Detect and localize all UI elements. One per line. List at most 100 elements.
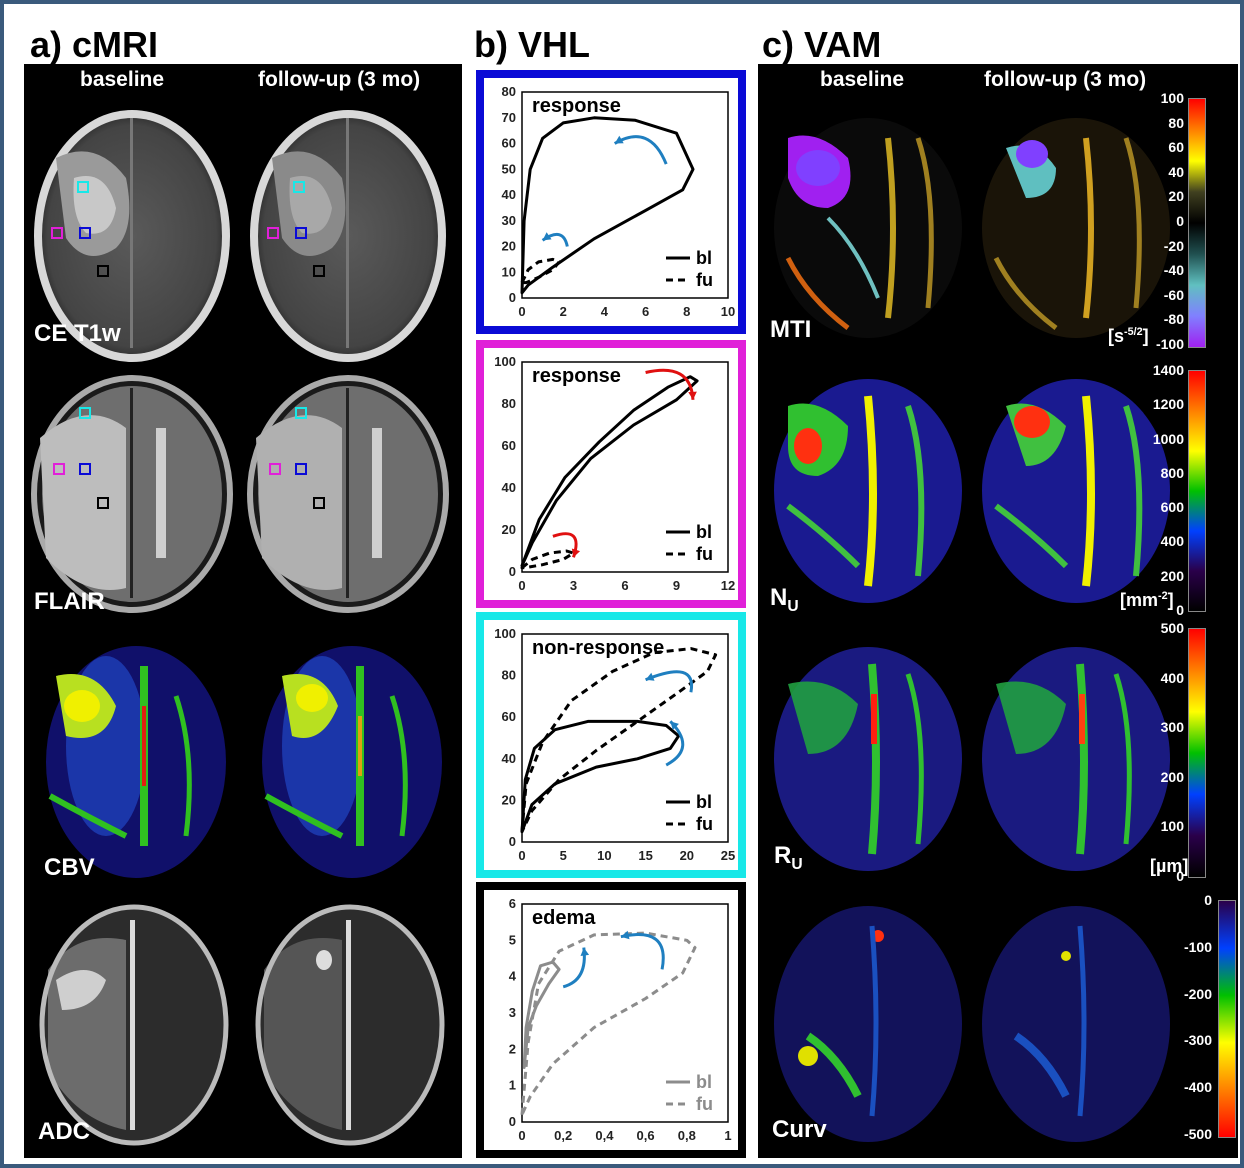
legend-label-bl: bl <box>696 792 712 812</box>
y-tick-label: 70 <box>502 110 516 125</box>
colorbar-tick-label: 800 <box>1160 464 1184 481</box>
curv-colorbar <box>1218 900 1236 1138</box>
mti-colorbar-ticks: 100 80 60 40 20 0 -20 -40 -60 -80 -100 <box>1140 90 1184 352</box>
unit-text: [mm <box>1120 590 1159 610</box>
colorbar-tick-label: -100 <box>1183 938 1212 955</box>
trend-arrow-head <box>688 391 697 400</box>
vhl-chart-cyan-roi: 0 5 10 15 20 25 0 20 40 60 80 100 non-response bl fu <box>476 612 746 878</box>
x-tick-label: 6 <box>642 304 649 319</box>
vam-row-label-sub: U <box>787 597 799 615</box>
curv-followup-map <box>976 896 1176 1152</box>
y-tick-label: 20 <box>502 792 516 807</box>
trend-arrow-head <box>580 947 590 956</box>
y-tick-label: 2 <box>509 1041 516 1056</box>
x-tick-label: 0,6 <box>637 1128 655 1143</box>
vam-row-label-ru: RU <box>774 842 803 874</box>
vhl-chart-black-roi: 0 0,2 0,4 0,6 0,8 1 0 1 2 3 4 5 6 edema bl fu <box>476 882 746 1158</box>
colorbar-tick-label: 400 <box>1160 533 1184 550</box>
plot-area <box>521 633 729 843</box>
series-line-bl <box>520 116 695 295</box>
mti-colorbar <box>1188 98 1206 348</box>
unit-sup: -5/2 <box>1124 326 1143 338</box>
y-tick-label: 20 <box>502 239 516 254</box>
y-tick-label: 20 <box>502 522 516 537</box>
x-tick-label: 1 <box>724 1128 731 1143</box>
y-tick-label: 60 <box>502 709 516 724</box>
plot-area <box>521 903 729 1123</box>
colorbar-tick-label: 600 <box>1160 499 1184 516</box>
cmri-col-followup: follow-up (3 mo) <box>258 68 421 91</box>
vam-col-followup: follow-up (3 mo) <box>984 68 1147 91</box>
colorbar-tick-label: -20 <box>1163 237 1184 254</box>
legend-label-fu: fu <box>696 814 713 834</box>
vam-row-label-nu: NU <box>770 584 799 616</box>
colorbar-tick-label: 400 <box>1160 669 1184 686</box>
unit-text: [s <box>1108 326 1125 346</box>
trend-arrow-head <box>645 672 655 681</box>
panel-c-title: c) VAM <box>762 24 882 65</box>
series-line-fu <box>520 647 718 834</box>
colorbar-tick-label: 40 <box>1168 163 1184 180</box>
nu-colorbar <box>1188 370 1206 612</box>
unit-text: [µm] <box>1150 856 1189 876</box>
nu-colorbar-ticks: 1400 1200 1000 800 600 400 200 0 <box>1140 362 1184 618</box>
ru-colorbar-ticks: 500 400 300 200 100 0 <box>1140 620 1184 884</box>
x-tick-label: 0,4 <box>595 1128 614 1143</box>
colorbar-tick-label: 0 <box>1176 868 1184 884</box>
vhl-chart-blue-roi: 0 2 4 6 8 10 0 10 20 30 40 50 60 70 80 response bl fu <box>476 70 746 334</box>
x-tick-label: 12 <box>721 578 735 593</box>
legend-label-bl: bl <box>696 248 712 268</box>
cmri-panel: baseline follow-up (3 mo) <box>24 64 462 1158</box>
y-tick-label: 50 <box>502 161 516 176</box>
vam-row-label-text: Curv <box>772 1116 827 1143</box>
colorbar-tick-label: -400 <box>1183 1079 1212 1096</box>
x-tick-label: 0 <box>518 1128 525 1143</box>
ru-followup-map <box>976 634 1176 884</box>
trend-arrow <box>645 670 694 693</box>
x-tick-label: 2 <box>560 304 567 319</box>
y-tick-label: 0 <box>509 564 516 579</box>
y-tick-label: 40 <box>502 751 516 766</box>
mti-followup-map <box>976 98 1176 348</box>
colorbar-tick-label: 80 <box>1168 114 1184 131</box>
vam-row-label-text: N <box>770 584 788 611</box>
y-tick-label: 1 <box>509 1078 516 1093</box>
x-tick-label: 10 <box>597 848 611 863</box>
trend-arrow <box>620 933 665 970</box>
colorbar-tick-label: -100 <box>1155 336 1184 352</box>
vam-unit-nu: [mm-2] <box>1120 590 1174 611</box>
colorbar-tick-label: 1400 <box>1152 362 1184 378</box>
colorbar-tick-label: -40 <box>1163 262 1184 279</box>
colorbar-tick-label: -300 <box>1183 1032 1212 1049</box>
series-line-fu <box>520 931 697 1117</box>
y-tick-label: 60 <box>502 136 516 151</box>
legend-label-fu: fu <box>696 270 713 290</box>
y-tick-label: 30 <box>502 213 516 228</box>
legend-label-fu: fu <box>696 544 713 564</box>
x-tick-label: 0,8 <box>678 1128 696 1143</box>
y-tick-label: 100 <box>494 354 516 369</box>
chart-title: non-response <box>532 637 664 659</box>
colorbar-tick-label: 0 <box>1176 602 1184 618</box>
colorbar-tick-label: -60 <box>1163 286 1184 303</box>
y-tick-label: 10 <box>502 264 516 279</box>
curv-colorbar-ticks: 0 -100 -200 -300 -400 -500 <box>1168 892 1212 1142</box>
cmri-row-label-cet1w: CE T1w <box>34 320 121 347</box>
vam-row-label-text: R <box>774 842 792 869</box>
vam-col-baseline: baseline <box>820 68 905 91</box>
cmri-row-label-adc: ADC <box>38 1118 90 1145</box>
colorbar-tick-label: 100 <box>1160 818 1184 835</box>
chart-title: response <box>532 365 621 387</box>
mti-baseline-map <box>768 98 968 348</box>
vhl-chart-magenta-roi: 0 3 6 9 12 0 20 40 60 80 100 response bl fu <box>476 340 746 608</box>
y-tick-label: 40 <box>502 480 516 495</box>
unit-end: ] <box>1142 326 1149 346</box>
nu-followup-map <box>976 366 1176 616</box>
colorbar-tick-label: 100 <box>1160 90 1184 106</box>
y-tick-label: 5 <box>509 932 516 947</box>
x-tick-label: 6 <box>621 578 628 593</box>
